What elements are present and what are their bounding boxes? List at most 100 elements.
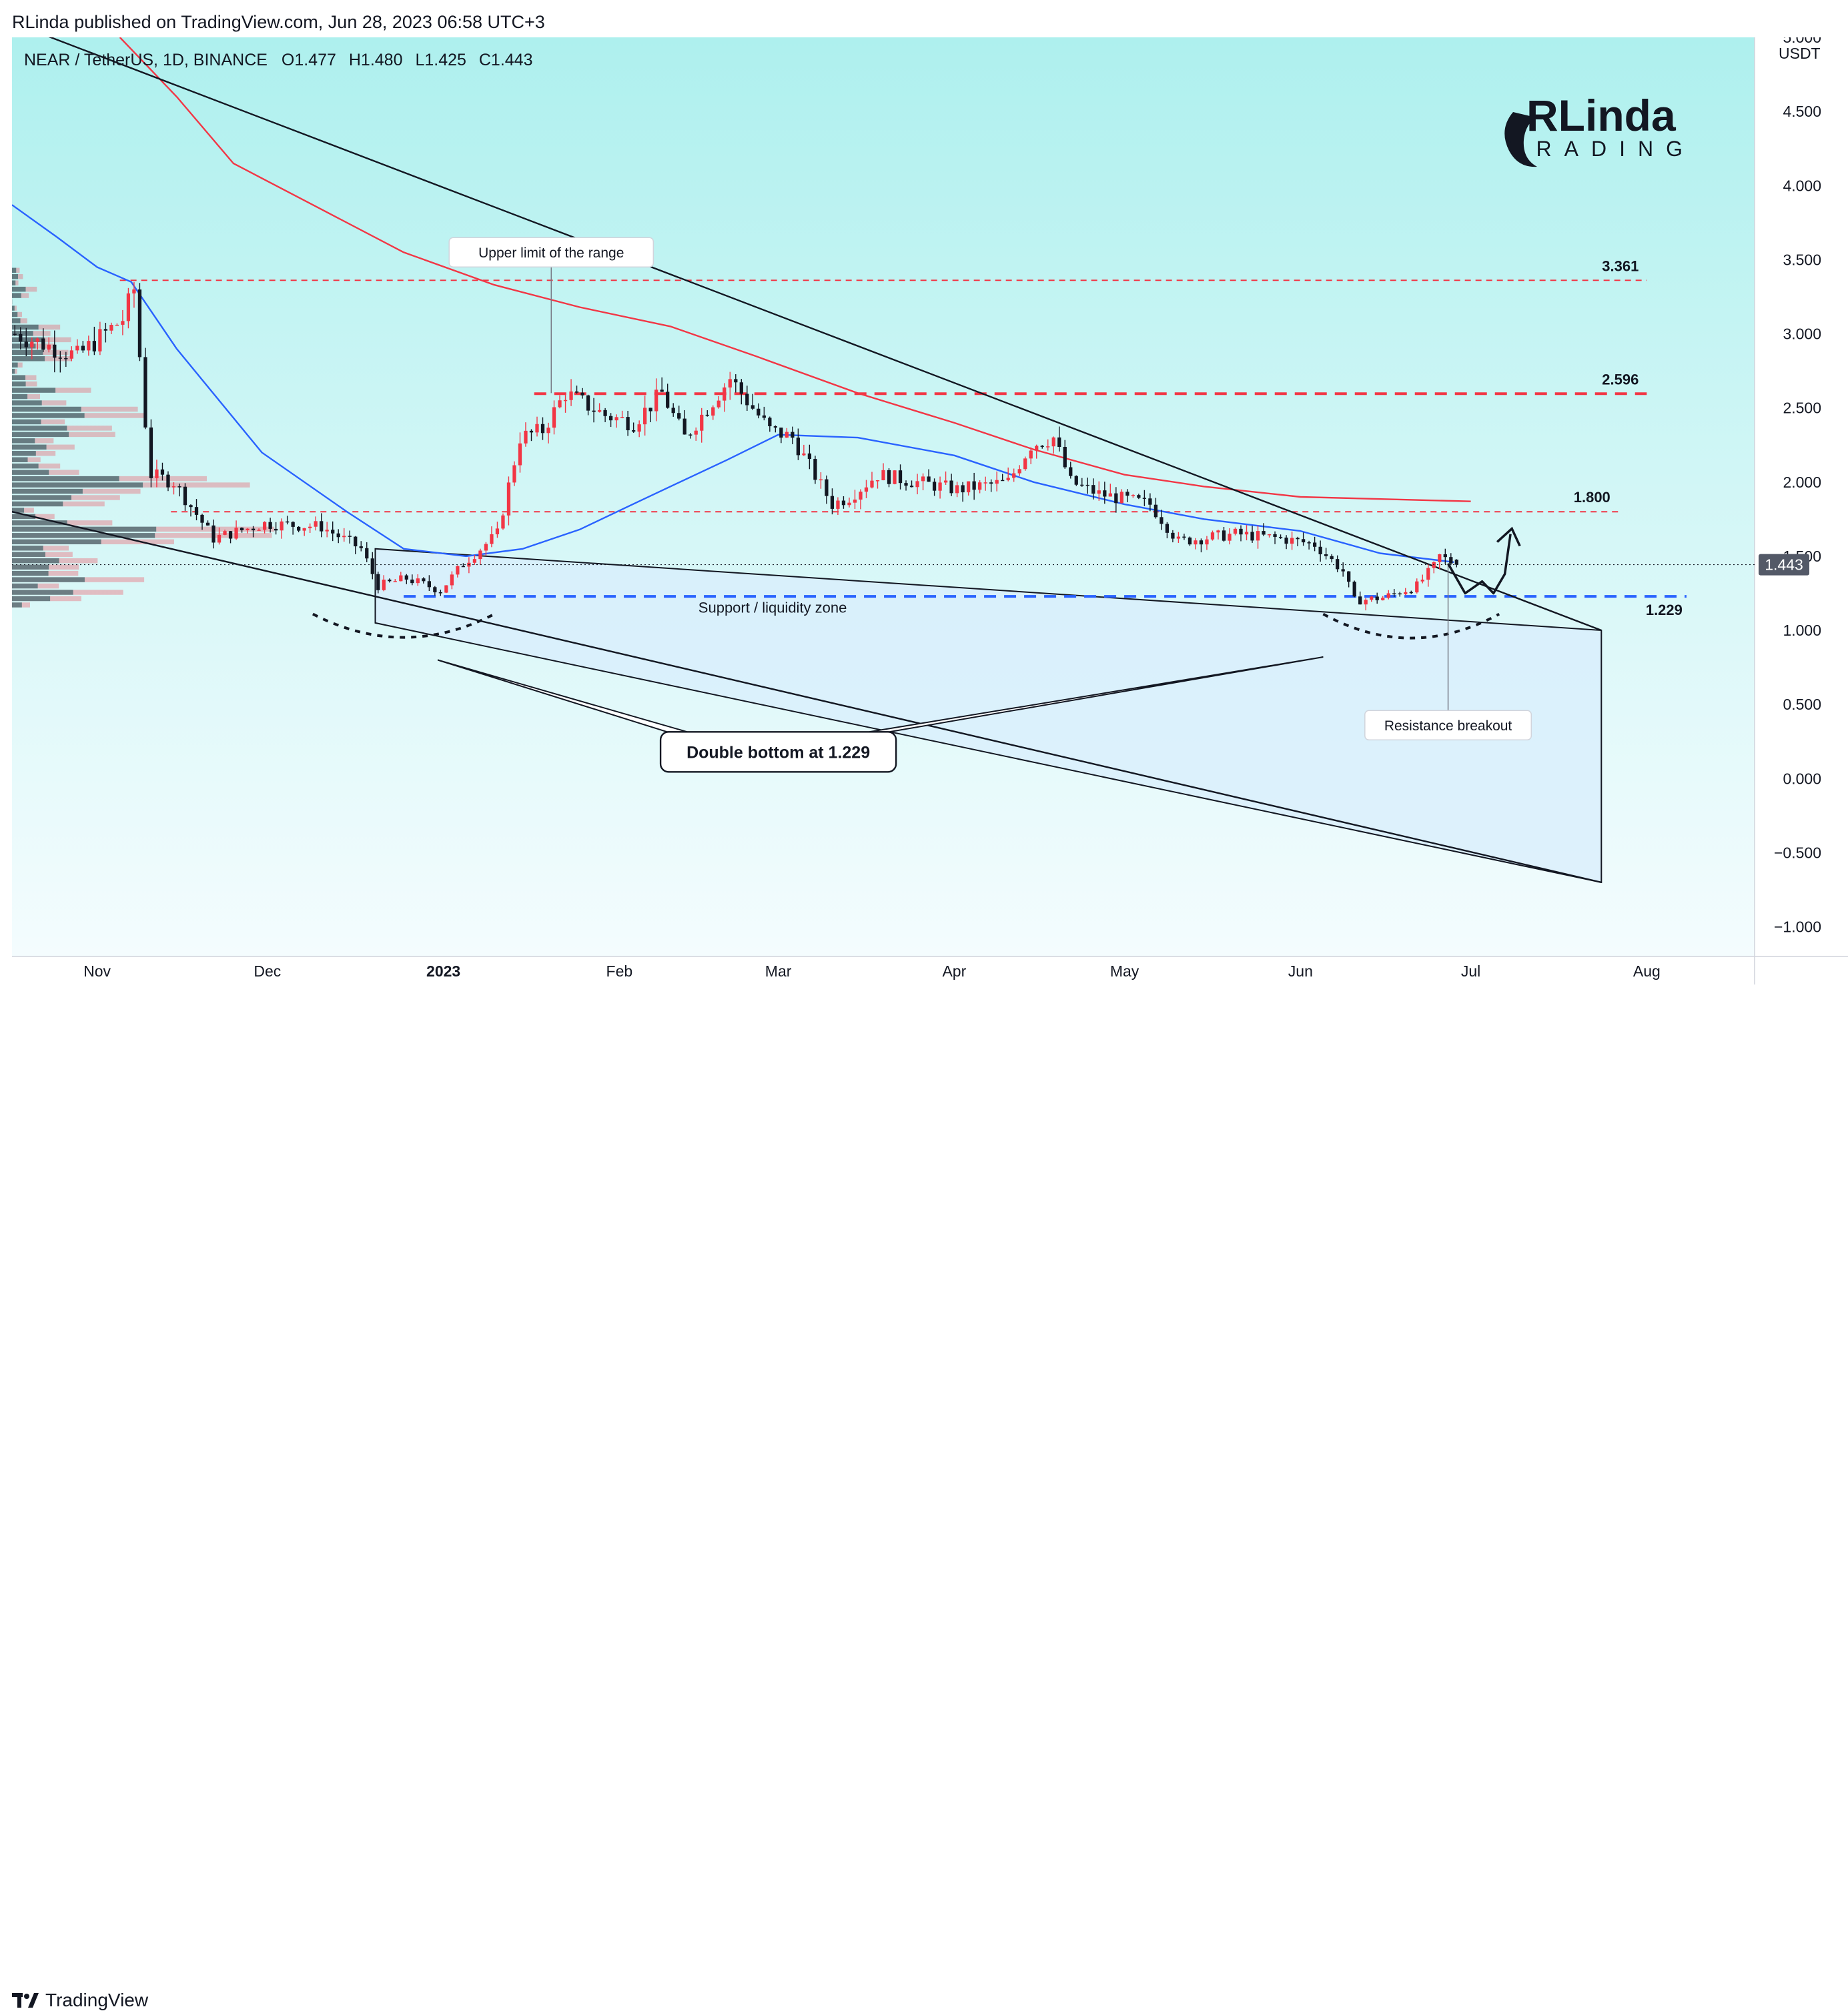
volume-bar xyxy=(27,394,40,399)
volume-bar xyxy=(36,451,55,456)
volume-bar xyxy=(12,571,49,576)
volume-bar xyxy=(81,407,138,412)
tradingview-logo[interactable]: TradingView xyxy=(12,1990,148,2011)
price-tick-label: 4.500 xyxy=(1783,103,1821,120)
candle-body xyxy=(1131,495,1135,496)
candle-body xyxy=(1137,495,1140,498)
volume-bar xyxy=(42,400,67,405)
volume-bar xyxy=(24,508,34,512)
volume-bar xyxy=(33,331,51,336)
currency-label: USDT xyxy=(1779,45,1821,62)
volume-bar xyxy=(12,432,69,437)
candle-body xyxy=(842,501,845,506)
candle-body xyxy=(456,566,459,575)
candle-body xyxy=(859,492,862,500)
candle-body xyxy=(921,476,925,481)
candle-body xyxy=(541,424,544,434)
candle-body xyxy=(473,559,476,563)
candle-body xyxy=(1109,494,1112,497)
volume-bar xyxy=(12,312,17,317)
volume-bar xyxy=(12,596,50,601)
candle-body xyxy=(638,424,641,432)
candle-body xyxy=(155,470,158,478)
time-tick-label: 2023 xyxy=(426,962,460,980)
candle-body xyxy=(774,426,777,428)
candle-body xyxy=(1381,598,1384,600)
candle-body xyxy=(1387,594,1390,598)
candle-body xyxy=(683,419,686,435)
candle-body xyxy=(904,483,907,486)
candle-body xyxy=(399,576,402,582)
tradingview-logo-icon xyxy=(12,1992,39,2009)
volume-bar xyxy=(38,584,59,588)
candle-body xyxy=(444,585,448,592)
candle-body xyxy=(1182,537,1186,538)
candle-body xyxy=(1307,542,1310,544)
volume-bar xyxy=(63,502,104,506)
candle-body xyxy=(195,507,198,515)
candle-body xyxy=(1449,557,1452,564)
candle-body xyxy=(836,501,839,509)
candle-body xyxy=(416,578,420,583)
candle-body xyxy=(337,534,340,538)
volume-bar xyxy=(17,312,22,317)
candle-body xyxy=(819,480,823,481)
candle-body xyxy=(1001,480,1004,482)
volume-bar xyxy=(12,325,39,329)
candle-body xyxy=(1166,524,1169,532)
candle-body xyxy=(507,482,510,515)
volume-bar xyxy=(85,413,144,418)
candle-body xyxy=(263,522,266,530)
candle-body xyxy=(779,428,783,438)
volume-bar xyxy=(12,540,101,544)
candle-body xyxy=(320,521,323,531)
candle-body xyxy=(1262,531,1265,534)
candle-body xyxy=(1160,517,1163,524)
volume-bar xyxy=(12,584,38,588)
candle-body xyxy=(1177,537,1180,539)
candle-body xyxy=(104,329,107,330)
candle-body xyxy=(899,470,902,483)
candle-body xyxy=(1091,485,1095,494)
volume-bar xyxy=(12,293,21,297)
level-label: 3.361 xyxy=(1602,257,1639,274)
current-price-label: 1.443 xyxy=(1765,556,1803,574)
time-tick-label: Aug xyxy=(1633,962,1661,980)
candle-body xyxy=(1347,572,1350,582)
candle-body xyxy=(200,515,203,523)
candle-body xyxy=(915,481,919,487)
candle-body xyxy=(115,325,119,326)
volume-bar xyxy=(43,546,69,550)
candle-body xyxy=(530,431,533,432)
volume-bar xyxy=(50,596,81,601)
volume-bar xyxy=(67,520,113,525)
candle-body xyxy=(490,534,493,544)
volume-bar xyxy=(12,356,45,361)
candle-body xyxy=(745,394,749,405)
candle-body xyxy=(757,409,760,416)
volume-bar xyxy=(12,457,28,462)
candle-body xyxy=(813,459,817,480)
candle-body xyxy=(1228,534,1231,540)
candle-body xyxy=(348,536,352,537)
volume-bar xyxy=(12,350,43,355)
candle-body xyxy=(1330,556,1334,559)
candle-body xyxy=(1205,540,1208,544)
candle-body xyxy=(785,432,789,438)
candle xyxy=(149,420,153,488)
candle xyxy=(143,348,147,430)
volume-bar xyxy=(35,438,53,443)
volume-bar xyxy=(35,344,55,348)
candle xyxy=(1353,580,1356,597)
time-tick-label: Apr xyxy=(942,962,966,980)
candle-body xyxy=(161,470,164,475)
candle-body xyxy=(121,321,124,325)
candle-body xyxy=(723,388,726,401)
candle-body xyxy=(314,521,318,526)
candle-body xyxy=(967,482,970,492)
candle-body xyxy=(410,580,414,583)
volume-bar xyxy=(12,413,85,418)
volume-bar xyxy=(12,268,16,273)
